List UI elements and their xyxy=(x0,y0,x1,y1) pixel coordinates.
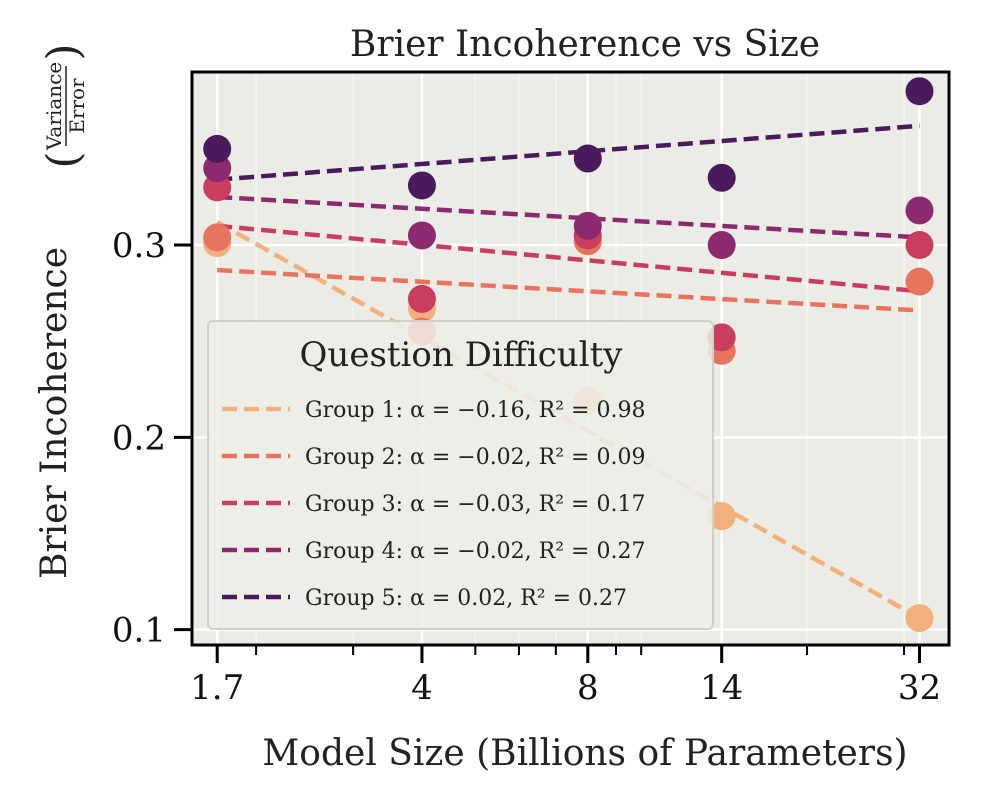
point-group-1 xyxy=(707,502,736,531)
y-axis-label: Brier Incoherence xyxy=(34,247,75,579)
point-group-2 xyxy=(905,267,934,296)
point-group-5 xyxy=(407,171,436,200)
x-tick-label: 8 xyxy=(577,668,599,708)
legend-label-group-1: Group 1: α = −0.16, R² = 0.98 xyxy=(305,398,645,423)
point-group-4 xyxy=(203,154,232,183)
axes: 1.7 4 8 14 32 0.1 0.2 0.3 xyxy=(112,226,941,708)
x-tick-label: 1.7 xyxy=(190,668,244,708)
point-group-5 xyxy=(905,77,934,106)
y-tick-label: 0.2 xyxy=(112,418,166,458)
legend-label-group-4: Group 4: α = −0.02, R² = 0.27 xyxy=(305,539,645,564)
point-group-4 xyxy=(573,211,602,240)
x-tick-label: 4 xyxy=(411,668,433,708)
x-tick-label: 14 xyxy=(700,668,743,708)
y-label-numerator: Variance xyxy=(42,62,66,151)
x-tick-label: 32 xyxy=(898,668,941,708)
legend-title: Question Difficulty xyxy=(300,335,624,375)
y-axis-label-group: Brier Incoherence ( Variance Error ) xyxy=(34,43,89,579)
legend-label-group-5: Group 5: α = 0.02, R² = 0.27 xyxy=(305,586,627,611)
point-group-3 xyxy=(203,173,232,202)
point-group-3 xyxy=(905,231,934,260)
point-group-2 xyxy=(203,223,232,252)
y-label-denominator: Error xyxy=(65,78,89,134)
legend-label-group-2: Group 2: α = −0.02, R² = 0.09 xyxy=(305,445,645,470)
fit-line-group-5 xyxy=(217,123,920,182)
point-group-5 xyxy=(707,163,736,192)
point-group-4 xyxy=(407,221,436,250)
legend-label-group-3: Group 3: α = −0.03, R² = 0.17 xyxy=(305,492,645,517)
point-group-3 xyxy=(407,284,436,313)
plot-frame xyxy=(190,70,951,647)
chart-title: Brier Incoherence vs Size xyxy=(350,24,820,65)
y-label-close-paren: ) xyxy=(38,43,89,60)
legend-items: Group 1: α = −0.16, R² = 0.98 Group 2: α … xyxy=(222,398,645,611)
point-group-1 xyxy=(905,604,934,633)
legend: Question Difficulty Group 1: α = −0.16, … xyxy=(207,320,714,630)
y-tick-label: 0.1 xyxy=(112,611,166,651)
x-axis-label: Model Size (Billions of Parameters) xyxy=(262,733,907,774)
fit-line-group-3 xyxy=(217,223,920,294)
legend-box xyxy=(207,320,714,630)
fit-line-group-2 xyxy=(217,267,920,313)
point-group-3 xyxy=(707,323,736,352)
y-label-open-paren: ( xyxy=(38,151,89,168)
point-group-4 xyxy=(707,231,736,260)
fit-line-group-4 xyxy=(217,194,920,240)
point-group-5 xyxy=(573,144,602,173)
point-group-5 xyxy=(203,134,232,163)
point-group-4 xyxy=(905,196,934,225)
y-tick-label: 0.3 xyxy=(112,226,166,266)
